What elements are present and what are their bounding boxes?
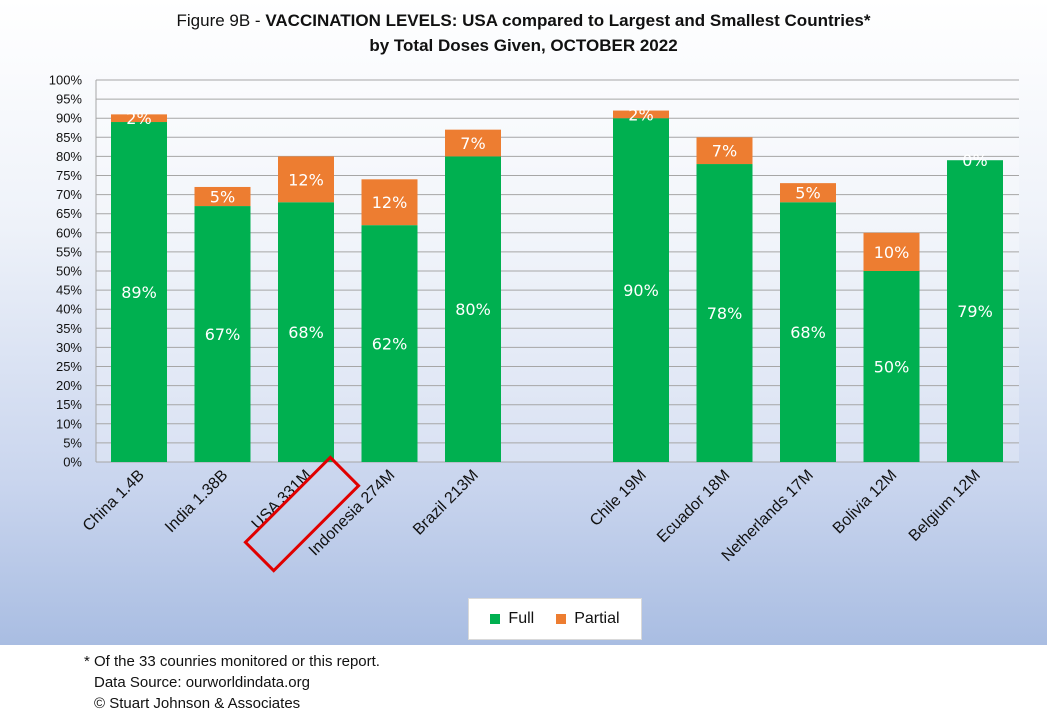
bar-partial xyxy=(696,137,753,165)
x-category-label: China 1.4B xyxy=(80,467,148,535)
bar-partial xyxy=(278,156,334,203)
y-tick-label: 35% xyxy=(56,321,82,336)
chart-title: Figure 9B - VACCINATION LEVELS: USA comp… xyxy=(0,8,1047,58)
y-tick-label: 50% xyxy=(56,264,82,279)
y-tick-label: 15% xyxy=(56,397,82,412)
y-tick-label: 30% xyxy=(56,340,82,355)
stacked-bar-chart: 0% 5% 10% 15% 20% 25% 30% 35% 40% 45% 50% 55% 60% 65%… xyxy=(49,73,1019,573)
y-tick-label: 25% xyxy=(56,359,82,374)
data-label-full: 78% xyxy=(707,304,743,323)
data-label-partial: 12% xyxy=(288,170,324,189)
chart-subtitle: by Total Doses Given, OCTOBER 2022 xyxy=(369,36,678,55)
chart-area: Figure 9B - VACCINATION LEVELS: USA comp… xyxy=(0,0,1047,645)
footnote-note: * Of the 33 counries monitored or this r… xyxy=(84,653,380,670)
y-tick-label: 10% xyxy=(56,416,82,431)
data-label-full: 79% xyxy=(957,302,993,321)
x-category-label: Ecuador 18M xyxy=(654,467,733,546)
bar-full xyxy=(947,160,1003,462)
data-label-partial: 12% xyxy=(372,193,408,212)
x-category-label: Belgium 12M xyxy=(906,467,984,545)
data-label-full: 68% xyxy=(790,323,826,342)
legend-item-partial: Partial xyxy=(556,610,620,628)
y-tick-label: 60% xyxy=(56,225,82,240)
bar-full xyxy=(278,202,334,463)
bar-partial xyxy=(361,179,418,226)
data-label-partial: 10% xyxy=(874,243,910,262)
footnote-copyright: © Stuart Johnson & Associates xyxy=(94,695,301,712)
data-label-full: 89% xyxy=(121,283,157,302)
x-category-label: Netherlands 17M xyxy=(719,467,817,565)
y-tick-label: 75% xyxy=(56,168,82,183)
data-label-full: 90% xyxy=(623,281,659,300)
data-label-partial: 2% xyxy=(126,109,151,128)
x-category-label: Bolivia 12M xyxy=(830,467,901,538)
title-main: VACCINATION LEVELS: USA compared to Larg… xyxy=(265,11,871,30)
data-label-full: 50% xyxy=(874,358,910,377)
legend-swatch-partial xyxy=(556,614,567,624)
legend: Full Partial xyxy=(468,598,642,640)
data-label-partial: 0% xyxy=(962,151,987,170)
legend-label-full: Full xyxy=(508,610,535,627)
bar-full xyxy=(613,118,669,462)
data-label-partial: 7% xyxy=(712,142,737,161)
y-tick-label: 65% xyxy=(56,206,82,221)
bar-partial xyxy=(780,183,836,203)
bar-full xyxy=(445,156,501,462)
bar-partial xyxy=(445,129,501,157)
bar-full xyxy=(863,271,920,462)
bar-partial xyxy=(863,232,920,271)
bar-partial xyxy=(194,186,251,207)
y-tick-label: 85% xyxy=(56,130,82,145)
bar-full xyxy=(780,202,836,463)
x-category-label: USA 331M xyxy=(249,467,315,533)
x-category-label: Chile 19M xyxy=(587,467,650,530)
data-label-partial: 2% xyxy=(628,105,653,124)
bar-full xyxy=(194,206,251,462)
data-label-partial: 7% xyxy=(460,134,485,153)
data-label-full: 62% xyxy=(372,335,408,354)
bar-full xyxy=(361,225,418,462)
bar-partial xyxy=(111,114,167,123)
y-tick-label: 40% xyxy=(56,302,82,317)
bar-full xyxy=(111,122,167,463)
y-tick-label: 80% xyxy=(56,149,82,164)
highlight-box xyxy=(243,455,361,573)
data-label-full: 68% xyxy=(288,323,324,342)
title-prefix: Figure 9B - xyxy=(176,11,266,30)
y-tick-label: 20% xyxy=(56,378,82,393)
y-tick-label: 100% xyxy=(49,73,83,88)
data-label-partial: 5% xyxy=(795,184,820,203)
data-label-partial: 5% xyxy=(210,188,235,207)
y-tick-label: 5% xyxy=(63,435,82,450)
legend-swatch-full xyxy=(490,614,501,624)
legend-item-full: Full xyxy=(490,610,534,628)
y-tick-label: 70% xyxy=(56,187,82,202)
footnote-source: Data Source: ourworldindata.org xyxy=(94,674,310,691)
footnotes: * Of the 33 counries monitored or this r… xyxy=(84,651,380,714)
x-category-label: Brazil 213M xyxy=(410,467,482,539)
y-tick-label: 95% xyxy=(56,92,82,107)
y-tick-label: 45% xyxy=(56,283,82,298)
data-label-full: 67% xyxy=(205,325,241,344)
bar-full xyxy=(696,164,753,463)
y-tick-label: 90% xyxy=(56,111,82,126)
data-label-full: 80% xyxy=(455,300,491,319)
x-category-label: India 1.38B xyxy=(162,467,231,536)
y-tick-label: 0% xyxy=(63,455,82,470)
legend-label-partial: Partial xyxy=(574,610,620,627)
bar-partial xyxy=(613,110,669,119)
y-tick-label: 55% xyxy=(56,244,82,259)
